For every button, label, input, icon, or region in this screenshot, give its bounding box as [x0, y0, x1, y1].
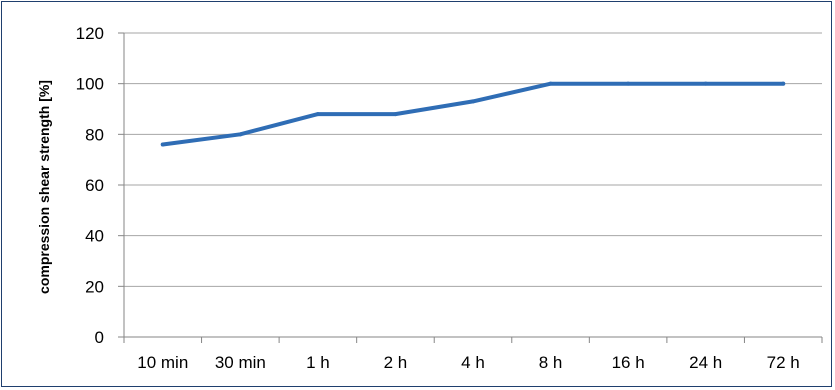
data-point: [626, 81, 631, 86]
data-point: [238, 132, 243, 137]
gridlines: [124, 32, 822, 287]
x-tick-label: 10 min: [137, 353, 188, 372]
y-tick-label: 0: [95, 328, 104, 347]
series-line-0: [160, 81, 786, 147]
y-tick-label: 20: [85, 277, 104, 296]
series-group: [160, 81, 786, 147]
y-tick-label: 40: [85, 227, 104, 246]
data-point: [781, 81, 786, 86]
x-tick-label: 4 h: [461, 353, 485, 372]
x-tick-label: 2 h: [384, 353, 408, 372]
data-point: [471, 99, 475, 104]
y-tick-label: 120: [76, 24, 104, 43]
x-tick-label: 72 h: [767, 353, 800, 372]
x-tick-label: 1 h: [306, 353, 330, 372]
x-tick-label: 16 h: [612, 353, 645, 372]
data-point: [160, 142, 165, 147]
axes: [118, 32, 823, 343]
y-tick-label: 100: [76, 75, 104, 94]
data-point: [548, 81, 553, 86]
y-axis-title: compression shear strength [%]: [36, 80, 52, 294]
data-point: [703, 81, 708, 86]
y-tick-label: 60: [85, 176, 104, 195]
x-tick-label: 8 h: [539, 353, 563, 372]
y-tick-labels: 0 20 40 60 80 100 120: [76, 24, 104, 347]
data-point: [393, 112, 398, 117]
data-point: [315, 112, 320, 117]
x-tick-labels: 10 min 30 min 1 h 2 h 4 h 8 h 16 h 24 h 72 h: [137, 353, 800, 372]
x-tick-label: 24 h: [689, 353, 722, 372]
x-tick-label: 30 min: [215, 353, 266, 372]
y-tick-label: 80: [85, 125, 104, 144]
